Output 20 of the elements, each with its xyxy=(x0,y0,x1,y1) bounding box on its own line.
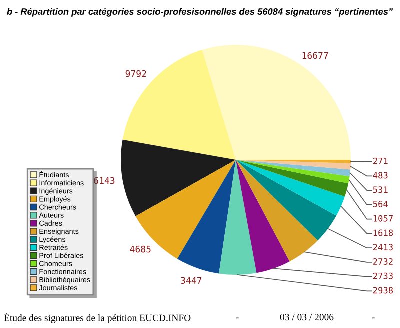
data-label: 16677 xyxy=(302,52,328,60)
data-label: 9792 xyxy=(126,70,146,78)
data-label: 1618 xyxy=(374,230,394,236)
data-label: 6143 xyxy=(94,177,115,184)
data-label: 2413 xyxy=(373,244,393,251)
text: Étude des signatures de la pétition EUCD.INFO xyxy=(4,312,191,324)
data-label: 271 xyxy=(373,158,388,164)
data-label: 564 xyxy=(373,200,388,208)
data-label: 2938 xyxy=(373,287,394,294)
data-label: 2733 xyxy=(373,272,393,280)
chart-title: b - Répartition par catégories socio-profesisonnelles des 56084 signatures “pertinentes” xyxy=(7,8,394,17)
data-label: 483 xyxy=(373,172,388,179)
data-label: 4685 xyxy=(130,246,151,253)
data-label: 531 xyxy=(373,186,388,194)
data-label: 3447 xyxy=(181,277,202,284)
data-label: 1057 xyxy=(374,215,393,222)
text: 03 / 03 / 2006 xyxy=(280,314,334,321)
data-label: 2732 xyxy=(373,258,393,265)
text: - xyxy=(236,318,239,319)
text: - xyxy=(372,318,375,319)
